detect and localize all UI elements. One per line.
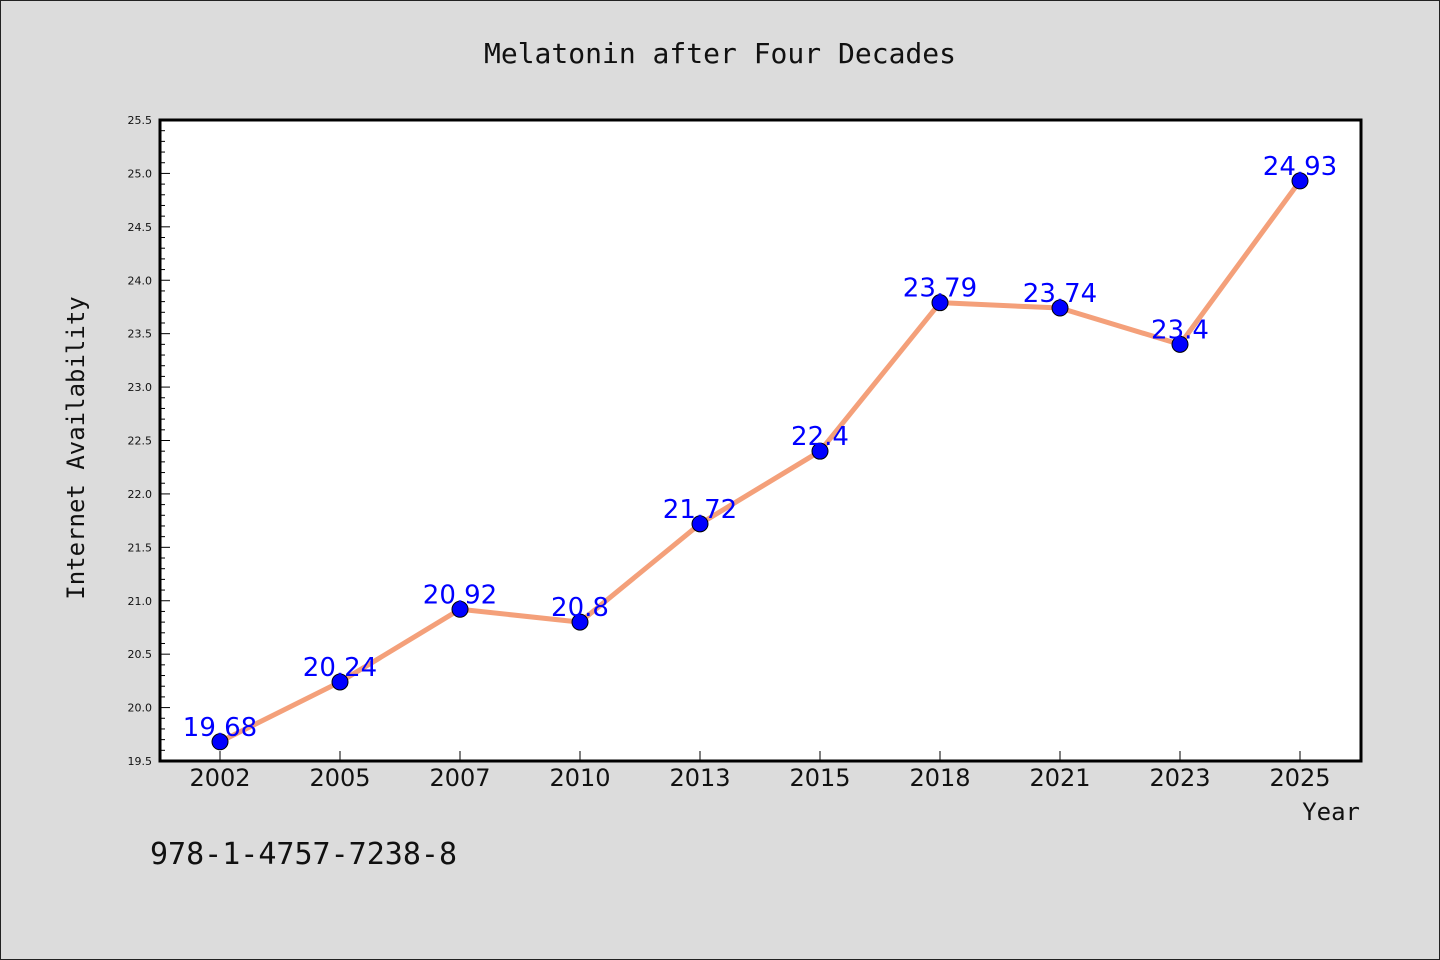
plot-area bbox=[160, 120, 1361, 761]
y-tick-label: 25.0 bbox=[128, 167, 153, 180]
x-tick-label: 2013 bbox=[669, 764, 730, 792]
y-tick-label: 24.0 bbox=[128, 274, 153, 287]
data-label: 22.4 bbox=[791, 422, 849, 452]
data-label: 20.8 bbox=[551, 593, 609, 623]
y-tick-label: 25.5 bbox=[128, 114, 153, 127]
x-tick-label: 2015 bbox=[789, 764, 850, 792]
y-tick-label: 24.5 bbox=[128, 221, 153, 234]
data-label: 24.93 bbox=[1263, 152, 1337, 182]
data-point bbox=[691, 515, 709, 533]
data-point bbox=[451, 600, 469, 618]
data-point bbox=[811, 442, 829, 460]
y-tick-label: 20.5 bbox=[128, 648, 153, 661]
x-tick-label: 2010 bbox=[549, 764, 610, 792]
data-label: 23.74 bbox=[1023, 279, 1097, 309]
data-label: 23.4 bbox=[1151, 315, 1209, 345]
y-tick-label: 22.5 bbox=[128, 435, 153, 448]
y-axis-ticks: 19.5 20.0 20.5 21.0 21.5 22.0 22.5 23.0 23.5 24.0… bbox=[128, 114, 170, 768]
x-tick-label: 2007 bbox=[429, 764, 490, 792]
series-layer: 19.68 20.24 20.92 20.8 21.72 22.4 23.79 23.74 23… bbox=[183, 152, 1337, 751]
y-tick-label: 20.0 bbox=[128, 702, 153, 715]
data-point bbox=[1291, 172, 1309, 190]
chart-title: Melatonin after Four Decades bbox=[484, 37, 956, 70]
y-tick-label: 21.5 bbox=[128, 541, 153, 554]
x-tick-label: 2005 bbox=[309, 764, 370, 792]
y-tick-label: 23.0 bbox=[128, 381, 153, 394]
data-point bbox=[1171, 335, 1189, 353]
x-axis-label: Year bbox=[1302, 798, 1360, 826]
x-axis-ticks: 2002 2005 2007 2010 2013 2015 2018 2021 2023 2025 bbox=[189, 751, 1331, 792]
data-point bbox=[931, 294, 949, 312]
data-point bbox=[571, 613, 589, 631]
plot-border bbox=[158, 118, 1363, 763]
y-axis-label: Internet Availability bbox=[62, 296, 90, 599]
data-point bbox=[1051, 299, 1069, 317]
y-tick-label: 21.0 bbox=[128, 595, 153, 608]
data-label: 20.92 bbox=[423, 580, 497, 610]
y-tick-label: 22.0 bbox=[128, 488, 153, 501]
x-tick-label: 2002 bbox=[189, 764, 250, 792]
data-label: 20.24 bbox=[303, 653, 377, 683]
data-point bbox=[211, 733, 229, 751]
y-tick-label: 23.5 bbox=[128, 328, 153, 341]
x-tick-label: 2023 bbox=[1149, 764, 1210, 792]
x-tick-label: 2025 bbox=[1269, 764, 1330, 792]
data-label: 21.72 bbox=[663, 495, 737, 525]
series-line bbox=[218, 179, 1303, 745]
y-tick-label: 19.5 bbox=[128, 755, 153, 768]
x-tick-label: 2018 bbox=[909, 764, 970, 792]
data-label: 23.79 bbox=[903, 274, 977, 304]
data-label: 19.68 bbox=[183, 713, 257, 743]
isbn-text: 978-1-4757-7238-8 bbox=[150, 837, 457, 872]
x-tick-label: 2021 bbox=[1029, 764, 1090, 792]
data-point bbox=[331, 673, 349, 691]
